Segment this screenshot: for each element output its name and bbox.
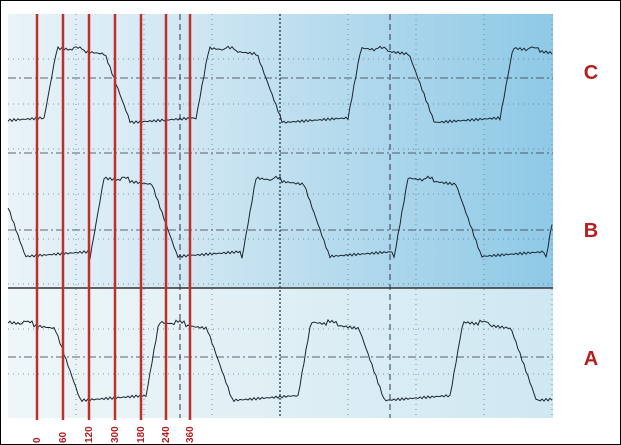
phase-label: 120	[84, 426, 95, 443]
trace-label: C	[584, 62, 598, 84]
phase-label: 60	[58, 431, 69, 443]
figure: 0 60 120 300 180 240 360 C B A	[0, 0, 621, 445]
phase-label: 0	[32, 437, 43, 443]
trace-label: B	[584, 220, 598, 242]
phase-label: 300	[110, 426, 121, 443]
phase-label: 360	[185, 426, 196, 443]
phase-label: 240	[161, 426, 172, 443]
phase-label: 180	[136, 426, 147, 443]
trace-label: A	[584, 348, 598, 370]
